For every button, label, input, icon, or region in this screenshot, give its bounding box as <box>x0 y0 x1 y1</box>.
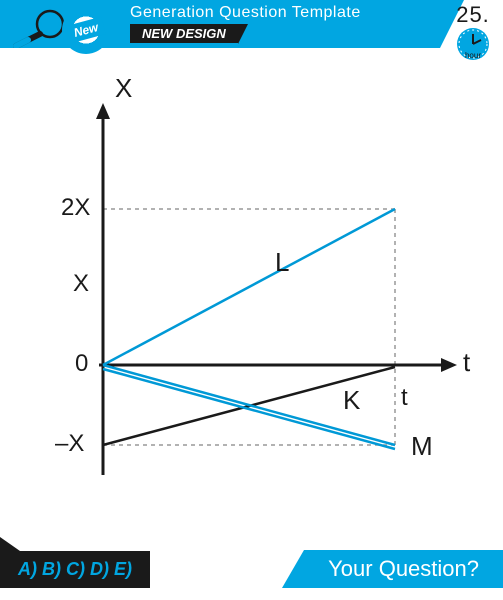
question-prompt: Your Question? <box>304 550 503 588</box>
magnifier-icon <box>10 8 66 53</box>
title-area: Generation Question Template NEW DESIGN <box>130 4 361 43</box>
svg-text:L: L <box>275 247 289 277</box>
svg-text:hour: hour <box>465 51 481 60</box>
answer-options: A) B) C) D) E) <box>0 551 150 588</box>
svg-text:t: t <box>463 347 471 377</box>
title-sub: NEW DESIGN <box>130 24 238 43</box>
footer: A) B) C) D) E) Your Question? <box>0 548 503 588</box>
svg-text:0: 0 <box>75 350 88 377</box>
chart-svg: L K M 2X X 0 –X Xt t <box>45 75 475 515</box>
new-badge-text: New <box>66 17 106 44</box>
title-main: Generation Question Template <box>130 4 361 22</box>
svg-text:X: X <box>73 270 89 297</box>
svg-text:–X: –X <box>55 430 84 457</box>
svg-text:2X: 2X <box>61 194 90 221</box>
clock-number: 25. <box>451 2 495 28</box>
clock-area: 25. hour <box>451 2 495 67</box>
header: New Generation Question Template NEW DES… <box>0 0 503 60</box>
svg-text:X: X <box>115 75 132 103</box>
svg-text:t: t <box>401 384 408 411</box>
svg-text:M: M <box>411 431 433 461</box>
clock-icon: hour <box>451 26 495 62</box>
svg-text:K: K <box>343 385 361 415</box>
chart: L K M 2X X 0 –X Xt t <box>45 75 475 515</box>
